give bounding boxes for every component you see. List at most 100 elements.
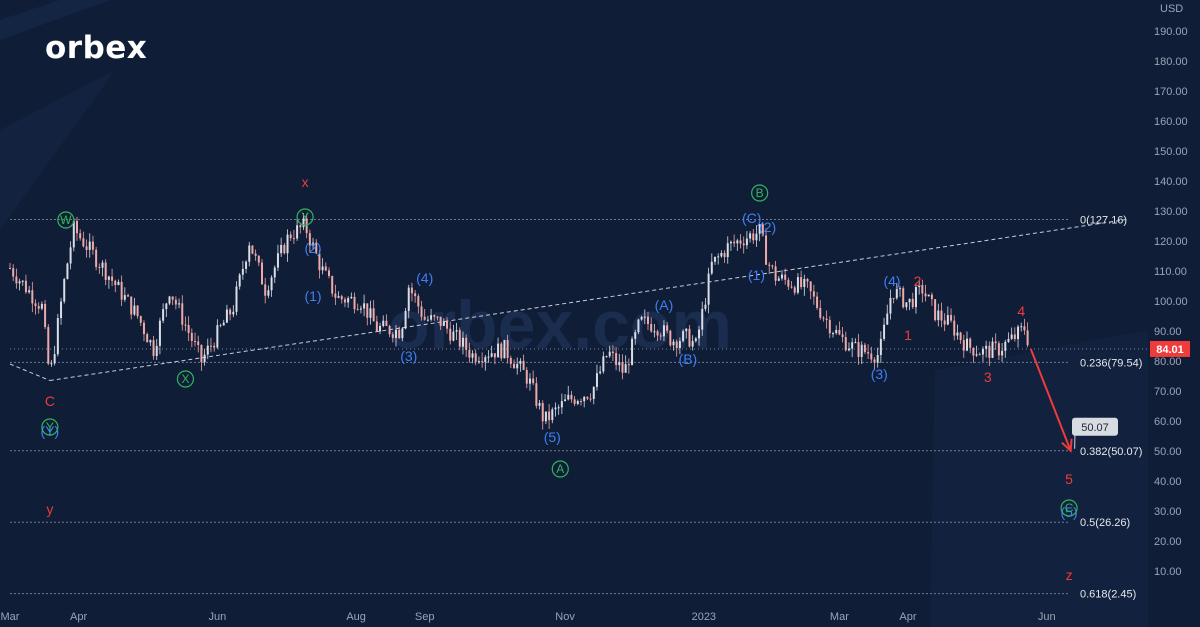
candle-body: [328, 270, 330, 277]
candle-body: [688, 328, 691, 347]
candle-body: [972, 347, 975, 356]
candle-body: [299, 225, 302, 228]
candle-body: [44, 303, 47, 328]
candle-body: [53, 354, 56, 364]
candle-body: [828, 319, 831, 334]
candle-body: [841, 334, 844, 338]
candle-body: [761, 224, 764, 236]
target-arrow-head: [1061, 438, 1073, 453]
candle-body: [149, 340, 152, 343]
candle-body: [353, 296, 356, 310]
candle-body: [471, 353, 474, 358]
candle-body: [289, 234, 292, 239]
wave-label: (B): [679, 351, 698, 367]
candle-body: [254, 253, 257, 256]
candle-body: [774, 266, 777, 281]
candle-body: [796, 277, 799, 293]
candle-body: [803, 279, 806, 288]
wave-label: 2: [914, 273, 922, 289]
candle-body: [567, 394, 570, 400]
x-tick-label: 2023: [692, 611, 716, 623]
candle-body: [809, 281, 812, 292]
wave-label: 3: [984, 369, 992, 385]
candle-body: [407, 287, 410, 311]
candle-body: [1013, 334, 1016, 340]
candle-body: [975, 354, 978, 356]
y-tick-label: 110.00: [1154, 266, 1187, 278]
candle-body: [605, 356, 608, 358]
candle-body: [694, 338, 697, 341]
candle-body: [426, 319, 429, 321]
candle-body: [752, 233, 755, 241]
candle-body: [879, 338, 882, 355]
wave-circle: [41, 418, 59, 436]
candle-body: [430, 315, 433, 320]
bg-shape: [0, 70, 115, 230]
candle-body: [857, 342, 860, 357]
candle-body: [15, 276, 18, 284]
candle-body: [816, 296, 819, 308]
candle-body: [47, 327, 50, 364]
wave-label: (1): [304, 288, 321, 304]
candle-body: [621, 362, 624, 373]
candle-body: [819, 307, 822, 318]
candle-body: [634, 332, 637, 339]
candle-body: [276, 253, 279, 268]
candle-body: [241, 268, 244, 275]
candle-body: [91, 241, 94, 250]
candle-body: [717, 256, 720, 258]
candle-body: [860, 344, 863, 357]
candle-body: [940, 310, 943, 321]
candle-body: [825, 318, 828, 320]
candle-body: [1026, 330, 1029, 346]
candle-body: [519, 360, 522, 364]
candle-body: [914, 287, 917, 308]
wave-label: (4): [416, 270, 433, 286]
candle-body: [139, 316, 142, 323]
candle-body: [573, 399, 576, 404]
candle-body: [394, 329, 397, 338]
candle-body: [388, 325, 391, 335]
candle-body: [174, 299, 177, 305]
candle-body: [382, 320, 385, 327]
candle-body: [956, 332, 959, 336]
candle-body: [343, 299, 346, 303]
candle-body: [793, 287, 796, 293]
candle-body: [114, 280, 117, 286]
wave-label: C: [45, 393, 55, 409]
candle-body: [190, 332, 193, 341]
candle-body: [991, 341, 994, 358]
candle-body: [171, 296, 174, 300]
candle-body: [436, 316, 439, 318]
candle-body: [627, 364, 630, 366]
y-tick-label: 50.00: [1154, 446, 1182, 458]
candle-body: [12, 268, 15, 277]
candle-body: [918, 284, 921, 288]
candle-body: [28, 290, 31, 293]
candle-body: [768, 264, 771, 266]
candle-body: [229, 309, 232, 315]
y-tick-label: 40.00: [1154, 476, 1182, 488]
candle-body: [541, 403, 544, 422]
candle-body: [962, 340, 965, 351]
candle-body: [82, 238, 85, 247]
x-tick-label: Mar: [830, 611, 849, 623]
candle-body: [165, 303, 168, 310]
candle-body: [261, 262, 264, 285]
candle-body: [117, 281, 120, 286]
wave-circle: [551, 460, 569, 478]
currency-label: USD: [1160, 3, 1183, 15]
candle-body: [245, 261, 248, 269]
candle-body: [978, 354, 981, 356]
candle-body: [257, 255, 260, 263]
wave-label: (3): [871, 366, 888, 382]
candle-body: [487, 356, 490, 358]
circled-wave-label: W: [60, 213, 72, 227]
y-tick-label: 90.00: [1154, 326, 1182, 338]
candle-body: [420, 306, 423, 317]
candle-body: [704, 304, 707, 309]
candle-body: [40, 303, 43, 309]
candle-body: [576, 401, 579, 404]
wave-label: 1: [904, 327, 912, 343]
